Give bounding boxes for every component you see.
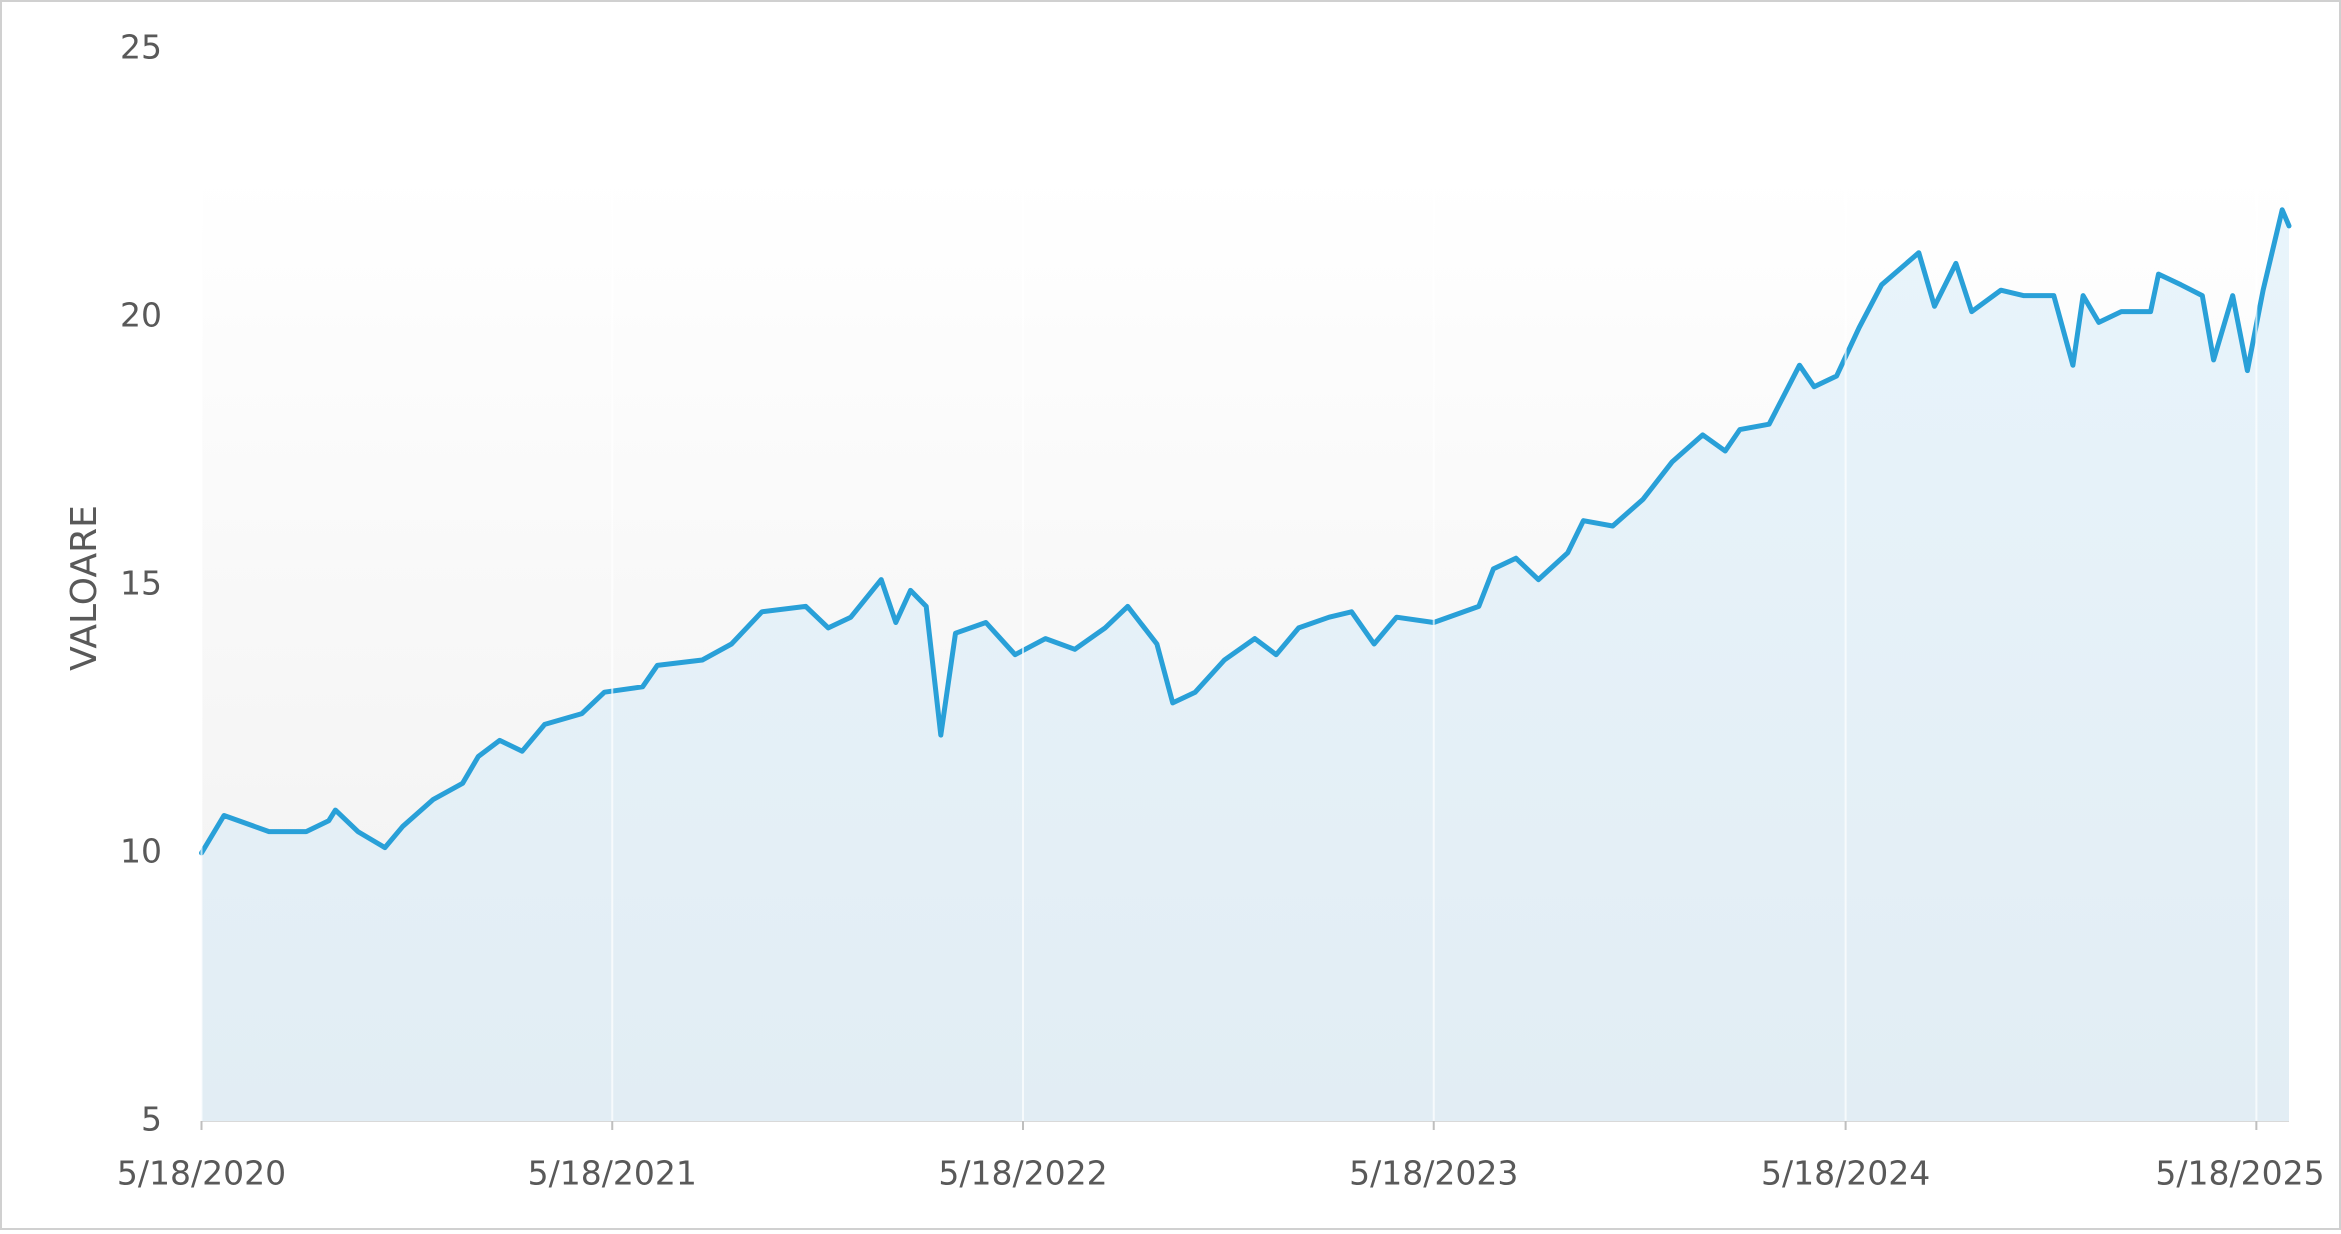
line	[199, 207, 2292, 856]
x-tick-label: 5/18/2021	[528, 1154, 697, 1193]
x-tick-label: 5/18/2023	[1349, 1154, 1518, 1193]
x-tick-label: 5/18/2025	[2155, 1154, 2324, 1193]
y-tick-label: 20	[120, 296, 162, 335]
x-tick-label: 5/18/2022	[938, 1154, 1107, 1193]
x-tick-label: 5/18/2024	[1761, 1154, 1930, 1193]
y-tick-label: 25	[120, 28, 162, 67]
y-tick-label: 5	[141, 1100, 162, 1139]
y-tick-label: 10	[120, 832, 162, 871]
area	[201, 209, 2289, 1122]
x-tick-label: 5/18/2020	[117, 1154, 286, 1193]
y-axis-label: VALOARE	[64, 505, 105, 671]
y-tick-label: 15	[120, 564, 162, 603]
